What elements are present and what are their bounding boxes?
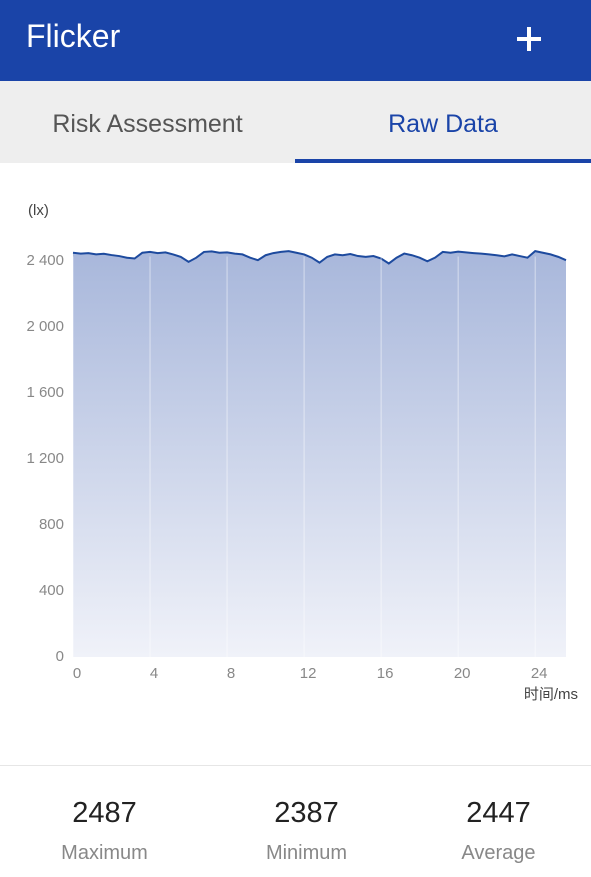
y-tick-label: 2 400 bbox=[26, 252, 64, 269]
stat-value: 2487 bbox=[72, 797, 137, 829]
stat: 2487 Maximum bbox=[6, 797, 203, 865]
y-unit: (lx) bbox=[28, 202, 49, 219]
x-tick-label: 24 bbox=[531, 665, 548, 682]
y-tick-label: 2 000 bbox=[26, 318, 64, 335]
tab-bar: Risk Assessment Raw Data bbox=[0, 81, 591, 163]
x-tick-label: 8 bbox=[227, 665, 235, 682]
stat-label: Average bbox=[461, 842, 536, 864]
app-title: Flicker bbox=[26, 18, 121, 54]
area-line bbox=[72, 250, 567, 265]
stat-label: Maximum bbox=[61, 842, 148, 864]
divider bbox=[0, 765, 591, 766]
area-fill bbox=[73, 251, 566, 657]
y-tick-label: 800 bbox=[39, 516, 64, 533]
stat: 2387 Minimum bbox=[208, 797, 405, 865]
app-bar: Flicker bbox=[0, 0, 591, 81]
tab-active[interactable]: Raw Data bbox=[295, 81, 591, 163]
tab[interactable]: Risk Assessment bbox=[52, 110, 243, 138]
stat-label: Minimum bbox=[265, 842, 348, 864]
y-tick-label: 0 bbox=[56, 648, 64, 665]
y-tick-label: 400 bbox=[39, 582, 64, 599]
stat: 2447 Average bbox=[400, 797, 591, 865]
chart: (lx) 时间/ms 0 4 8 12 16 20 24 0 400 800 1 200 1 600 2… bbox=[26, 202, 578, 703]
add-button[interactable] bbox=[514, 24, 544, 54]
x-axis-label: 时间/ms bbox=[524, 686, 578, 703]
stat-value: 2387 bbox=[274, 797, 339, 829]
y-tick-label: 1 200 bbox=[26, 450, 64, 467]
x-tick-label: 12 bbox=[300, 665, 317, 682]
y-tick-label: 1 600 bbox=[26, 384, 64, 401]
x-tick-label: 4 bbox=[150, 665, 158, 682]
stat-value: 2447 bbox=[466, 797, 531, 829]
x-tick-label: 20 bbox=[454, 665, 471, 682]
x-tick-label: 0 bbox=[73, 665, 81, 682]
x-tick-label: 16 bbox=[377, 665, 394, 682]
